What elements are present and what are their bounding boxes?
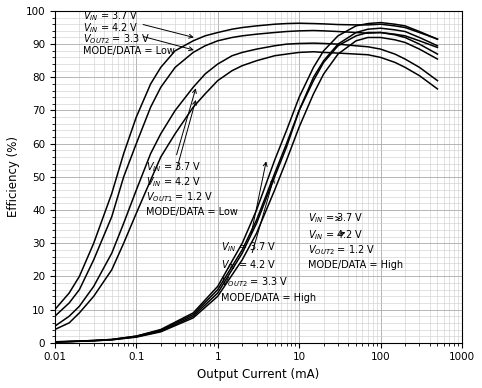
Text: $V_{IN}$ = 3.7 V: $V_{IN}$ = 3.7 V xyxy=(221,163,276,254)
Y-axis label: Efficiency (%): Efficiency (%) xyxy=(7,136,20,217)
Text: $V_{IN}$ = 3.7 V: $V_{IN}$ = 3.7 V xyxy=(83,9,193,38)
Text: $V_{IN}$ = 4.2 V: $V_{IN}$ = 4.2 V xyxy=(308,228,363,242)
Text: MODE/DATA = High: MODE/DATA = High xyxy=(221,293,316,303)
Text: MODE/DATA = Low: MODE/DATA = Low xyxy=(83,46,174,56)
Text: $V_{OUT2}$ = 3.3 V: $V_{OUT2}$ = 3.3 V xyxy=(83,33,150,46)
Text: MODE/DATA = Low: MODE/DATA = Low xyxy=(146,207,238,217)
Text: $V_{OUT2}$ = 3.3 V: $V_{OUT2}$ = 3.3 V xyxy=(221,275,289,289)
Text: $V_{OUT1}$ = 1.2 V: $V_{OUT1}$ = 1.2 V xyxy=(146,190,213,204)
Text: $V_{IN}$ = 3.7 V: $V_{IN}$ = 3.7 V xyxy=(146,89,201,174)
X-axis label: Output Current (mA): Output Current (mA) xyxy=(197,368,320,381)
Text: $V_{IN}$ = 4.2 V: $V_{IN}$ = 4.2 V xyxy=(83,21,193,51)
Text: $V_{OUT2}$ = 1.2 V: $V_{OUT2}$ = 1.2 V xyxy=(308,243,375,257)
Text: MODE/DATA = High: MODE/DATA = High xyxy=(308,260,403,270)
Text: $V_{IN}$ = 4.2 V: $V_{IN}$ = 4.2 V xyxy=(146,101,201,189)
Text: $V_{IN}$ = 4.2 V: $V_{IN}$ = 4.2 V xyxy=(221,179,276,272)
Text: $V_{IN}$ = 3.7 V: $V_{IN}$ = 3.7 V xyxy=(308,212,363,225)
